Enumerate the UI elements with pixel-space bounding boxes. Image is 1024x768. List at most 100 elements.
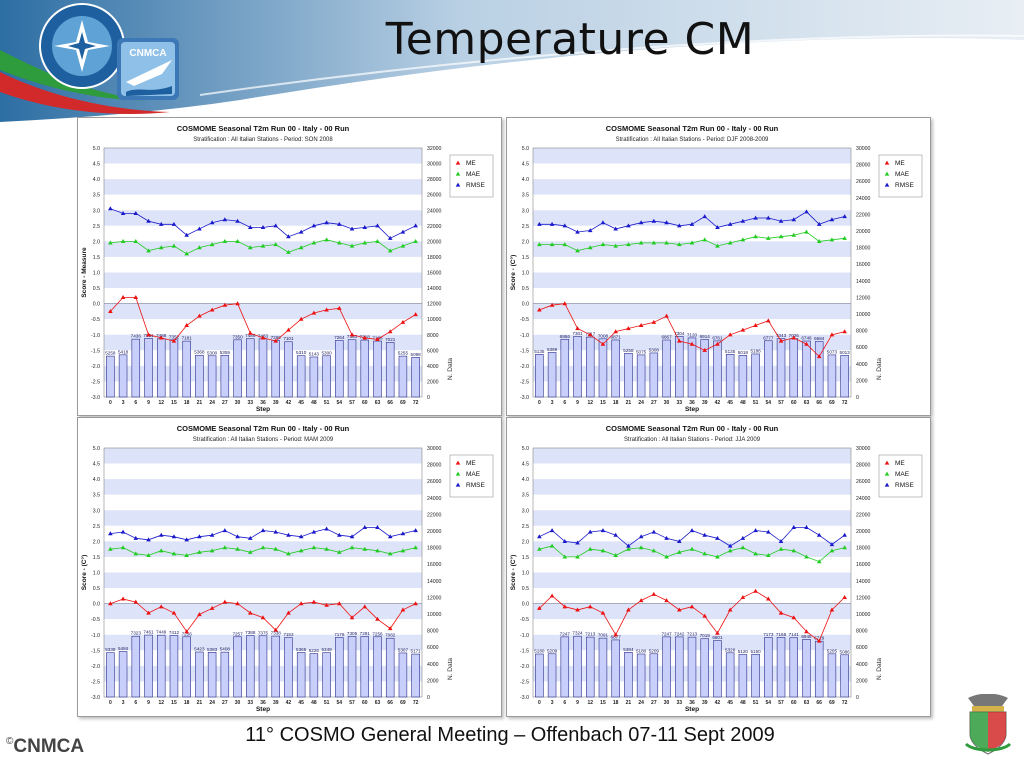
bar-value-label: 5120	[738, 649, 749, 654]
series-point-me	[715, 630, 720, 635]
data-bar	[106, 652, 115, 698]
legend-label: ME	[466, 460, 476, 467]
bar-value-label: 7360	[347, 334, 358, 339]
series-point-mae	[286, 249, 291, 254]
bar-value-label: 7181	[182, 336, 193, 341]
y-tick-label: -2.5	[520, 379, 529, 385]
series-point-rmse	[197, 226, 202, 231]
data-bar	[713, 640, 722, 698]
series-point-mae	[829, 237, 835, 242]
series-point-me	[247, 610, 253, 615]
y-tick-label: 2.5	[522, 224, 529, 230]
bar-value-label: 6729	[814, 636, 825, 641]
grid-band	[104, 588, 422, 604]
series-point-me	[804, 341, 809, 346]
data-bar	[725, 354, 735, 398]
series-point-me	[549, 593, 555, 598]
x-tick-label: 66	[816, 700, 822, 706]
series-point-rmse	[549, 528, 555, 533]
series-point-me	[247, 330, 253, 335]
y-tick-label: -3.0	[91, 395, 100, 401]
series-point-mae	[349, 545, 355, 550]
data-bar	[585, 636, 595, 698]
series-point-rmse	[715, 224, 720, 229]
y-tick-label: 0.0	[93, 302, 100, 308]
bar-value-label: 5383	[207, 647, 218, 652]
series-point-mae	[638, 545, 644, 550]
series-point-mae	[197, 245, 202, 250]
series-point-mae	[702, 237, 708, 242]
series-point-mae	[676, 242, 682, 247]
chart-legend: ME MAE RMSE	[449, 154, 494, 198]
series-point-me	[184, 629, 189, 634]
bar-value-label: 6801	[712, 635, 723, 640]
series-point-mae	[664, 240, 669, 245]
data-bar	[118, 354, 128, 398]
x-tick-label: 57	[349, 400, 355, 406]
data-bar	[335, 637, 344, 698]
series-point-rmse	[120, 529, 126, 534]
y2-tick-label: 16000	[856, 562, 871, 568]
bar-value-label: 5308	[649, 347, 660, 352]
x-tick-label: 51	[753, 400, 759, 406]
y-tick-label: 3.0	[93, 508, 100, 514]
bar-value-label: 7375	[258, 630, 269, 635]
data-bar	[598, 637, 608, 698]
bar-value-label: 5365	[296, 647, 307, 652]
bar-value-label: 7019	[700, 633, 711, 638]
grid-band	[533, 463, 851, 480]
series-point-me	[120, 295, 126, 299]
series-point-me	[349, 332, 355, 337]
legend-box	[449, 154, 494, 198]
series-point-rmse	[260, 528, 266, 533]
series-point-rmse	[766, 215, 771, 220]
series-point-me	[387, 329, 393, 334]
y2-tick-label: 22000	[427, 224, 442, 230]
series-point-me	[209, 307, 215, 312]
bar-value-label: 5384	[623, 647, 634, 652]
series-point-me	[108, 309, 113, 314]
y-axis-label: Score - (C°)	[509, 255, 517, 290]
data-bar	[335, 340, 344, 398]
data-bar	[131, 338, 141, 398]
data-bar	[271, 635, 280, 698]
series-point-me	[562, 301, 568, 306]
chart-legend: ME MAE RMSE	[878, 154, 923, 198]
y2-tick-label: 2000	[856, 378, 868, 384]
series-point-mae	[816, 559, 822, 564]
series-point-mae	[146, 248, 151, 253]
series-point-rmse	[349, 226, 355, 231]
y-tick-label: -2.5	[91, 679, 100, 685]
series-point-rmse	[235, 218, 240, 223]
x-tick-label: 63	[375, 700, 381, 706]
x-tick-label: 15	[171, 400, 177, 406]
series-point-rmse	[613, 532, 618, 537]
series-point-me	[235, 601, 240, 606]
data-bar	[738, 654, 748, 698]
x-tick-label: 72	[842, 700, 848, 706]
y-tick-label: 4.5	[93, 162, 100, 168]
series-point-rmse	[702, 532, 708, 537]
bar-value-label: 5307	[398, 647, 409, 652]
y-tick-label: -1.5	[520, 648, 529, 654]
data-bar	[156, 338, 166, 398]
data-bar	[789, 338, 799, 398]
series-point-mae	[247, 245, 253, 250]
grid-band	[533, 194, 851, 211]
bar-value-label: 7173	[763, 632, 774, 637]
series-point-rmse	[108, 531, 113, 536]
data-bar	[182, 340, 191, 398]
series-point-me	[804, 629, 809, 634]
series-point-mae	[120, 238, 126, 243]
series-point-me	[778, 338, 784, 343]
series-point-rmse	[273, 529, 279, 534]
data-bar	[560, 636, 570, 698]
series-point-mae	[273, 546, 279, 551]
bar-value-label: 7256	[372, 631, 383, 636]
y2-tick-label: 6000	[856, 345, 868, 351]
series-point-rmse	[337, 532, 342, 537]
grid-band	[104, 194, 422, 211]
data-bar	[398, 652, 408, 698]
series-point-mae	[158, 548, 164, 553]
series-point-me	[575, 326, 580, 331]
